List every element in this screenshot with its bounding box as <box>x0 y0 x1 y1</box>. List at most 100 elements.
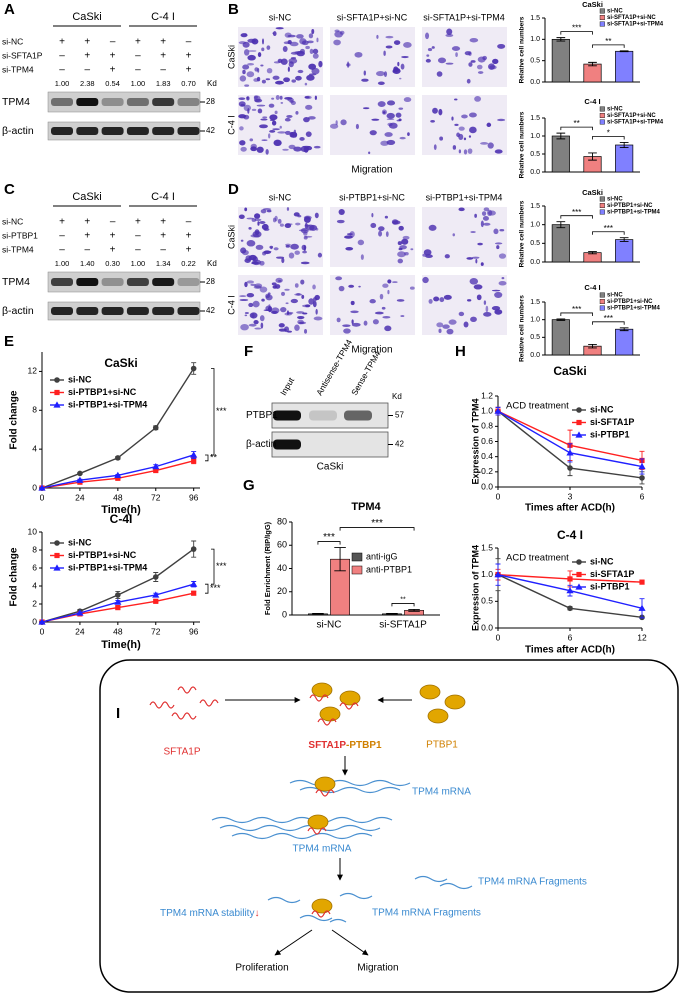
cell-blob <box>483 300 487 305</box>
annotation: ACD treatment <box>506 553 569 564</box>
cell-blob <box>295 222 301 226</box>
sign: + <box>160 51 166 62</box>
cell-blob <box>380 140 389 146</box>
rna-strand <box>199 699 219 707</box>
cell-blob <box>491 305 501 311</box>
protein <box>444 694 466 710</box>
legend-label: si-NC <box>590 404 614 414</box>
sfta1p-label: SFTA1P <box>163 747 200 758</box>
cell-blob <box>475 258 478 264</box>
cell-blob <box>293 146 302 152</box>
cell-blob <box>399 77 402 80</box>
micrograph <box>422 95 507 155</box>
legend-marker <box>54 552 60 559</box>
cell-blob <box>481 211 487 216</box>
cell-blob <box>254 327 262 330</box>
column-label: si-PTBP1+si-NC <box>339 192 405 202</box>
legend-label: si-PTBP1+si-TPM4 <box>607 210 661 216</box>
marker <box>566 449 574 456</box>
cell-blob <box>248 323 257 327</box>
legend-marker <box>53 564 61 571</box>
ratio-label: 1.00 <box>131 259 146 268</box>
sign: – <box>110 217 116 228</box>
cell-blob <box>470 316 477 323</box>
cell-blob <box>250 143 257 149</box>
legend-label: si-PTBP1+si-TPM4 <box>607 306 661 312</box>
cell-blob <box>338 285 345 292</box>
cell-blob <box>497 43 506 49</box>
cell-blob <box>244 33 247 36</box>
cell-blob <box>263 250 272 255</box>
cell-blob <box>261 79 266 84</box>
legend-label: si-PTBP1+si-TPM4 <box>68 399 147 409</box>
cell-blob <box>316 37 319 43</box>
y-tick-label: 60 <box>277 540 287 550</box>
significance-label: *** <box>210 583 221 593</box>
y-tick-label: 1.0 <box>530 222 540 229</box>
error-bar <box>619 142 629 148</box>
cell-blob <box>253 95 261 102</box>
cell-blob <box>382 283 389 288</box>
error-bar <box>556 221 566 229</box>
cell-label: CaSki <box>317 462 344 473</box>
cell-blob <box>295 75 302 81</box>
panel-letter: G <box>243 477 255 494</box>
cell-blob <box>313 145 321 149</box>
legend-label: si-SFTA1P+si-TPM4 <box>607 22 664 28</box>
y-tick-label: 0.0 <box>530 79 540 86</box>
mrna <box>289 779 411 787</box>
protein <box>307 814 329 830</box>
cell-blob <box>361 78 369 82</box>
cell-blob <box>247 63 255 66</box>
marker <box>38 618 46 625</box>
cell-blob <box>262 38 265 45</box>
x-tick-label: 0 <box>496 632 501 642</box>
cell-blob <box>377 81 385 86</box>
rna-strand <box>339 702 359 710</box>
cell-blob <box>386 118 395 121</box>
cell-blob <box>262 116 268 119</box>
cell-blob <box>275 95 280 101</box>
cell-blob <box>285 130 291 135</box>
sign: – <box>85 65 91 76</box>
marker <box>494 571 502 578</box>
kd-unit: Kd <box>207 259 217 268</box>
rna-strand <box>307 827 327 835</box>
cell-blob <box>259 221 266 224</box>
legend-swatch <box>599 292 605 298</box>
y-tick-label: 0.0 <box>530 169 540 176</box>
cell-blob <box>303 235 313 238</box>
significance-label: ** <box>210 452 218 462</box>
cell-blob <box>261 47 265 52</box>
y-tick-label: 0.4 <box>481 451 493 461</box>
cell-blob <box>257 108 263 114</box>
band-label: β-actin <box>2 305 34 317</box>
fragments-label: TPM4 mRNA Fragments <box>372 908 481 919</box>
row-label: CaSki <box>226 45 236 69</box>
error-bar <box>588 152 597 161</box>
y-tick-label: 0.0 <box>530 259 540 266</box>
ratio-label: 1.34 <box>156 259 171 268</box>
y-tick-label: 1.2 <box>481 390 493 400</box>
cell-blob <box>312 284 316 290</box>
cell-blob <box>397 61 400 67</box>
row-label: C-4 I <box>226 115 236 135</box>
cell-blob <box>246 240 256 247</box>
cell-blob <box>294 293 303 296</box>
cell-blob <box>244 281 248 288</box>
mrna <box>299 786 401 794</box>
cell-blob <box>295 110 299 115</box>
x-tick-label: si-NC <box>317 620 342 631</box>
sign: + <box>135 37 141 48</box>
y-tick-label: 0.8 <box>481 421 493 431</box>
cell-blob <box>314 212 319 219</box>
x-tick-label: 0 <box>40 626 45 636</box>
cell-blob <box>248 254 257 261</box>
cell-blob <box>463 137 467 141</box>
cell-blob <box>467 148 473 154</box>
cell-blob <box>400 63 405 70</box>
error-bar <box>588 251 597 255</box>
cell-blob <box>289 100 294 103</box>
